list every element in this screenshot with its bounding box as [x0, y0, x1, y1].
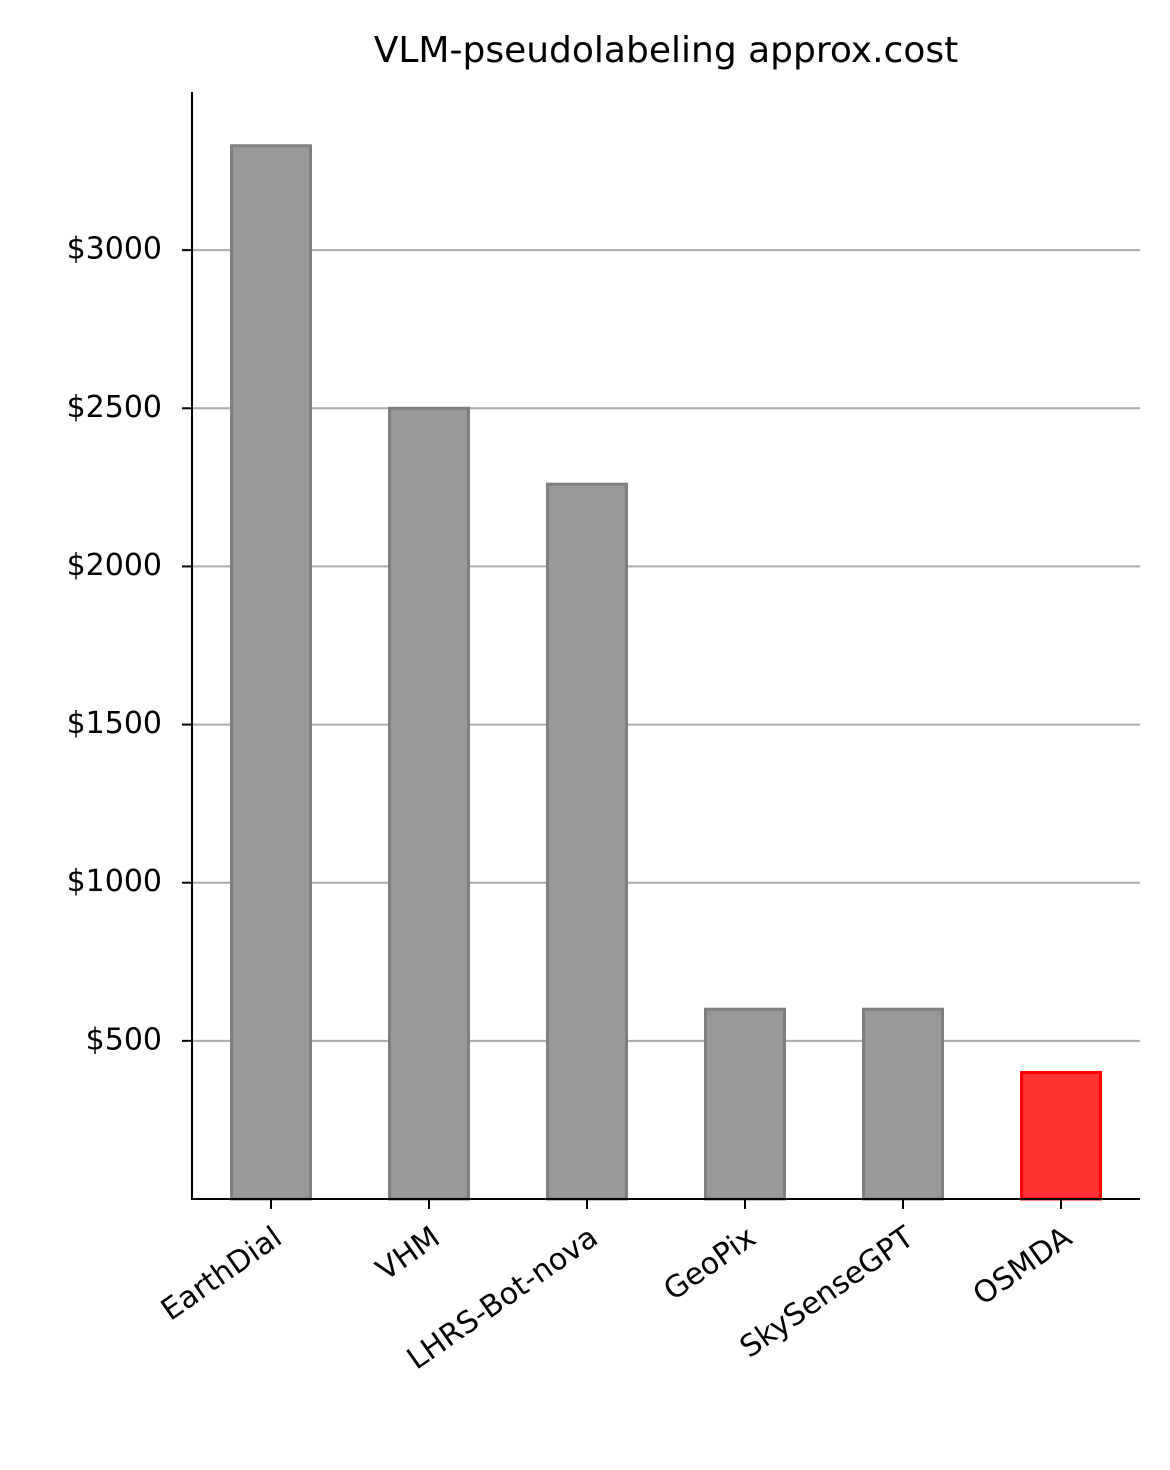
y-tick-label: $1000	[67, 864, 162, 899]
bar	[546, 482, 628, 1201]
bar	[1020, 1070, 1102, 1201]
y-tick-label: $500	[86, 1022, 162, 1057]
x-tick-label: OSMDA	[967, 1220, 1079, 1313]
bar	[862, 1007, 944, 1201]
chart-title: VLM-pseudolabeling approx.cost	[374, 30, 959, 71]
y-tick-label: $2500	[67, 390, 162, 425]
x-tick-label: EarthDial	[155, 1220, 289, 1328]
bar	[230, 144, 312, 1201]
y-tick-label: $1500	[67, 706, 162, 741]
y-tick-label: $2000	[67, 548, 162, 583]
bar	[704, 1007, 786, 1201]
bar	[388, 406, 470, 1201]
x-tick-label: VHM	[370, 1220, 447, 1288]
x-tick-label: SkySenseGPT	[734, 1219, 921, 1365]
x-tick-label: GeoPix	[658, 1220, 763, 1308]
y-tick-label: $3000	[67, 232, 162, 267]
